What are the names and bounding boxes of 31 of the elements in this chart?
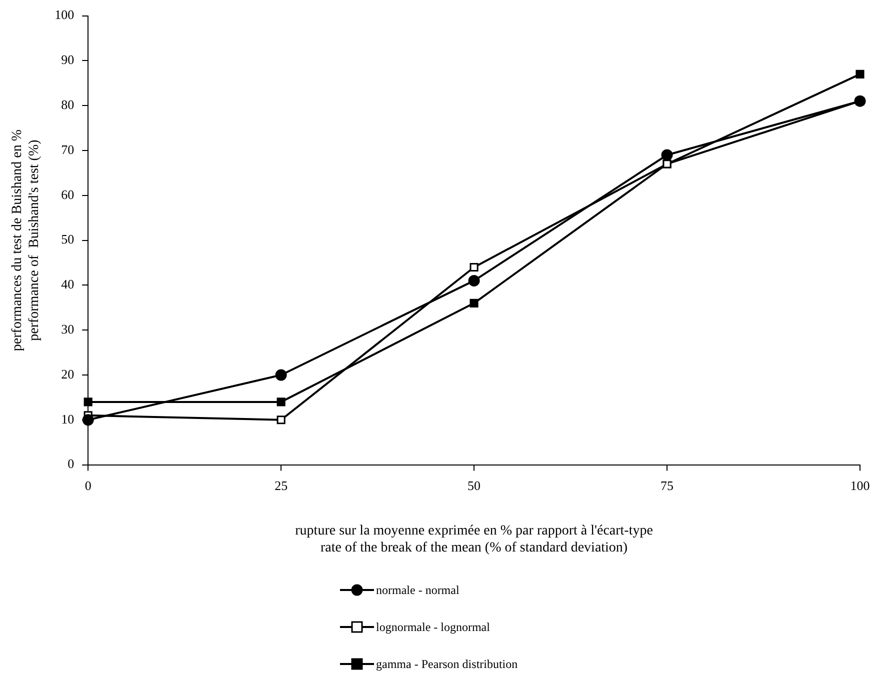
point: [276, 398, 286, 406]
point: [661, 149, 673, 161]
y-tick-label: 0: [68, 456, 74, 472]
y-tick-label: 80: [61, 97, 74, 112]
y-tick-label: 60: [61, 186, 74, 202]
y-tick-label: 10: [61, 411, 74, 426]
y-axis-title: performances du test de Buishand en % performance of Buishand's test (%): [10, 129, 42, 352]
x-tick-label: 100: [850, 478, 870, 494]
point: [276, 416, 286, 424]
legend-label: gamma - Pearson distribution: [376, 656, 518, 672]
y-tick-label: 30: [61, 322, 74, 337]
point: [856, 70, 864, 78]
point: [470, 298, 478, 308]
point: [468, 274, 480, 286]
y-tick-label: 50: [61, 232, 74, 247]
x-tick-label: 50: [468, 478, 481, 494]
point: [275, 369, 287, 381]
y-tick-label: 90: [61, 52, 74, 68]
legend-label: lognormale - lognormal: [376, 620, 490, 634]
legend-label: normale - normal: [376, 582, 460, 598]
point: [84, 398, 92, 406]
x-axis-title: rupture sur la moyenne exprimée en % par rapport à l'écart-type rate of the break of the mean (% of standard deviation): [295, 523, 653, 556]
y-tick-label: 70: [61, 142, 74, 157]
point: [470, 262, 478, 272]
y-tick-label: 20: [61, 366, 74, 382]
y-tick-label: 100: [54, 7, 74, 22]
y-tick-label: 40: [61, 276, 74, 292]
x-tick-label: 0: [84, 478, 92, 494]
x-tick-label: 75: [660, 478, 674, 494]
x-tick-label: 25: [274, 478, 288, 494]
point: [82, 414, 94, 426]
